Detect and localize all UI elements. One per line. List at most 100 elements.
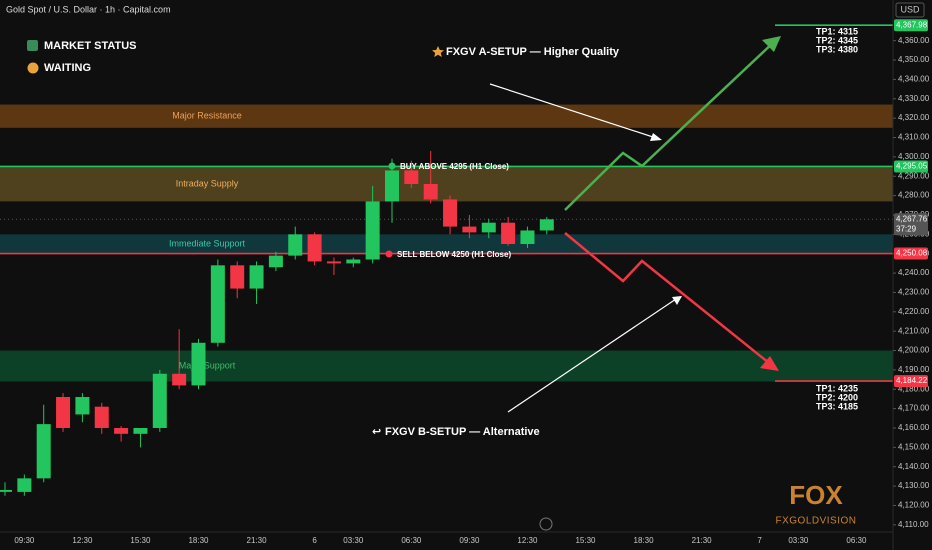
candle-body bbox=[152, 373, 167, 428]
zone-label: Major Support bbox=[179, 360, 236, 370]
price-tag-label: 4,250.08 bbox=[896, 249, 928, 258]
x-tick-label: 18:30 bbox=[634, 536, 655, 545]
price-tag bbox=[894, 160, 928, 173]
candle-body bbox=[56, 397, 71, 428]
candle-body bbox=[191, 342, 206, 386]
y-tick-label: 4,360.00 bbox=[898, 36, 930, 45]
candle-body bbox=[268, 255, 283, 268]
y-tick-label: 4,300.00 bbox=[898, 152, 930, 161]
candle-body bbox=[172, 373, 187, 386]
setup-a-label: FXGV A-SETUP — Higher Quality bbox=[446, 46, 620, 58]
price-tag bbox=[894, 247, 928, 260]
candle-body bbox=[230, 265, 245, 289]
tp-down-2: TP2: 4200 bbox=[816, 392, 858, 402]
x-tick-label: 7 bbox=[757, 536, 762, 545]
candle-body bbox=[423, 183, 438, 200]
y-tick-label: 4,330.00 bbox=[898, 94, 930, 103]
pointer-a-head bbox=[650, 133, 662, 141]
y-tick-label: 4,150.00 bbox=[898, 442, 930, 451]
bear-arrowhead bbox=[760, 356, 779, 371]
y-tick-label: 4,160.00 bbox=[898, 423, 930, 432]
x-tick-label: 6 bbox=[312, 536, 317, 545]
y-tick-label: 4,320.00 bbox=[898, 113, 930, 122]
x-tick-label: 15:30 bbox=[575, 536, 596, 545]
bull-arrowhead bbox=[762, 36, 781, 52]
price-axis bbox=[893, 0, 932, 550]
replay-icon[interactable] bbox=[539, 517, 553, 531]
x-tick-label: 21:30 bbox=[692, 536, 713, 545]
candle-body bbox=[94, 406, 109, 428]
price-tag bbox=[894, 19, 928, 32]
zone-label: Major Resistance bbox=[172, 111, 242, 121]
currency-box bbox=[895, 2, 925, 18]
x-tick-label: 12:30 bbox=[517, 536, 538, 545]
setup-b-label: FXGV B-SETUP — Alternative bbox=[385, 426, 540, 438]
y-tick-label: 4,280.00 bbox=[898, 191, 930, 200]
candle-body bbox=[346, 259, 361, 264]
star-icon bbox=[432, 46, 444, 57]
candle-body bbox=[520, 230, 535, 245]
zone bbox=[0, 234, 893, 254]
candle-body bbox=[75, 397, 90, 415]
candle-body bbox=[365, 201, 380, 260]
price-tag bbox=[894, 213, 928, 236]
y-tick-label: 4,240.00 bbox=[898, 268, 930, 277]
status-dot bbox=[27, 62, 39, 74]
logo: FOX bbox=[789, 480, 843, 510]
zone bbox=[0, 350, 893, 382]
y-tick-label: 4,290.00 bbox=[898, 171, 930, 180]
candle-body bbox=[501, 222, 516, 245]
zone bbox=[0, 104, 893, 128]
candle-body bbox=[443, 199, 458, 227]
pointer-b bbox=[507, 298, 677, 413]
status-title: MARKET STATUS bbox=[44, 40, 136, 52]
price-tag-label: 4,295.05 bbox=[896, 162, 928, 171]
x-tick-label: 03:30 bbox=[343, 536, 364, 545]
candle-body bbox=[210, 265, 225, 343]
pointer-a bbox=[489, 83, 657, 139]
x-tick-label: 15:30 bbox=[130, 536, 151, 545]
tp-up-2: TP2: 4345 bbox=[816, 35, 858, 45]
candle-body bbox=[36, 424, 51, 479]
candle-body bbox=[326, 261, 341, 264]
candle-body bbox=[17, 478, 32, 492]
zone-label: Immediate Support bbox=[169, 238, 246, 248]
y-tick-label: 4,120.00 bbox=[898, 501, 930, 510]
y-tick-label: 4,130.00 bbox=[898, 481, 930, 490]
x-tick-label: 06:30 bbox=[401, 536, 422, 545]
y-tick-label: 4,170.00 bbox=[898, 404, 930, 413]
tp-up-1: TP1: 4315 bbox=[816, 26, 858, 36]
y-tick-label: 4,340.00 bbox=[898, 75, 930, 84]
tp-down-1: TP1: 4235 bbox=[816, 383, 858, 393]
chart-title: Gold Spot / U.S. Dollar · 1h · Capital.c… bbox=[6, 4, 171, 14]
logo-sub: FXGOLDVISION bbox=[775, 516, 856, 527]
sell-label: SELL BELOW 4250 (H1 Close) bbox=[397, 250, 511, 259]
candle-body bbox=[249, 265, 264, 289]
y-tick-label: 4,140.00 bbox=[898, 462, 930, 471]
return-icon: ↩ bbox=[372, 426, 381, 438]
candle-body bbox=[288, 234, 303, 256]
y-tick-label: 4,110.00 bbox=[898, 520, 929, 529]
countdown: 37:29 bbox=[896, 224, 917, 233]
candle-body bbox=[462, 226, 477, 233]
x-tick-label: 06:30 bbox=[846, 536, 867, 545]
y-tick-label: 4,310.00 bbox=[898, 133, 930, 142]
y-tick-label: 4,210.00 bbox=[898, 326, 930, 335]
candle-body bbox=[114, 427, 129, 434]
buy-label: BUY ABOVE 4295 (H1 Close) bbox=[400, 162, 509, 171]
candle-body bbox=[539, 219, 554, 231]
currency: USD bbox=[900, 4, 920, 14]
y-tick-label: 4,230.00 bbox=[898, 288, 930, 297]
status-icon bbox=[27, 40, 38, 51]
price-tag bbox=[894, 375, 928, 388]
x-tick-label: 12:30 bbox=[72, 536, 93, 545]
candle-body bbox=[0, 489, 12, 492]
y-tick-label: 4,350.00 bbox=[898, 55, 930, 64]
pointer-b-head bbox=[672, 296, 682, 305]
price-tag-label: 4,367.98 bbox=[896, 20, 928, 29]
tp-down-3: TP3: 4185 bbox=[816, 401, 858, 411]
status-value: WAITING bbox=[44, 62, 91, 74]
y-tick-label: 4,200.00 bbox=[898, 346, 930, 355]
